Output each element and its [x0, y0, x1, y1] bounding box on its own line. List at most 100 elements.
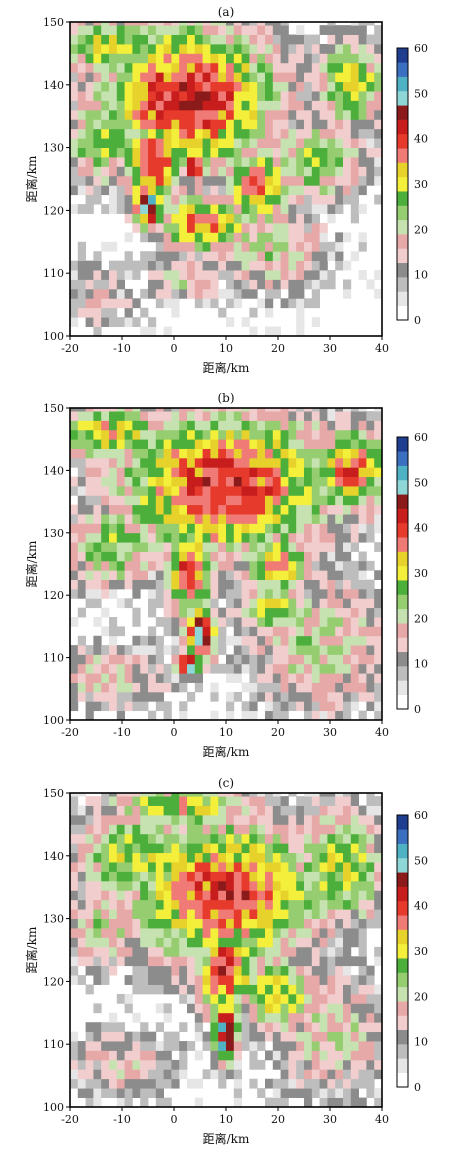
heatmap-cell	[148, 975, 157, 985]
heatmap-cell	[311, 805, 320, 816]
heatmap-cell	[187, 965, 196, 976]
heatmap-cell	[226, 965, 235, 976]
heatmap-cell	[265, 663, 274, 674]
heatmap-cell	[109, 880, 118, 891]
heatmap-cell	[265, 457, 274, 468]
heatmap-cell	[116, 843, 125, 854]
heatmap-cell	[288, 626, 297, 637]
heatmap-cell	[241, 1012, 250, 1023]
heatmap-cell	[296, 72, 305, 83]
heatmap-cell	[374, 899, 382, 910]
heatmap-cell	[311, 635, 320, 646]
heatmap-cell	[257, 439, 266, 449]
heatmap-cell	[249, 232, 258, 243]
heatmap-cell	[358, 495, 367, 506]
colorbar-tick-label: 20	[414, 990, 428, 1003]
heatmap-cell	[187, 448, 196, 459]
heatmap-cell	[218, 909, 227, 919]
heatmap-cell	[218, 43, 227, 54]
heatmap-cells	[70, 408, 382, 720]
heatmap-cell	[280, 918, 289, 929]
heatmap-cell	[280, 975, 289, 985]
heatmap-cell	[187, 213, 196, 224]
y-tick-label: 130	[43, 142, 64, 155]
heatmap-cell	[350, 654, 359, 665]
heatmap-cell	[374, 166, 382, 177]
heatmap-cell	[311, 1022, 320, 1033]
heatmap-cell	[109, 805, 118, 816]
heatmap-cell	[288, 673, 297, 683]
heatmap-cell	[132, 62, 141, 73]
heatmap-cell	[350, 467, 359, 478]
heatmap-cell	[311, 928, 320, 938]
heatmap-cell	[319, 984, 328, 995]
heatmap-cell	[202, 429, 211, 440]
heatmap-cell	[93, 570, 102, 580]
heatmap-cell	[257, 975, 266, 985]
heatmap-cell	[327, 486, 336, 496]
heatmap-cell	[179, 654, 188, 665]
heatmap-cell	[272, 25, 281, 35]
heatmap-cell	[358, 523, 367, 534]
heatmap-cell	[132, 1050, 141, 1061]
heatmap-cell	[304, 109, 313, 120]
heatmap-cell	[70, 946, 79, 957]
heatmap-cell	[124, 408, 133, 412]
heatmap-cell	[101, 918, 110, 929]
heatmap-cell	[210, 213, 219, 224]
heatmap-cell	[358, 551, 367, 562]
heatmap-cell	[319, 1012, 328, 1023]
heatmap-cell	[249, 495, 258, 506]
heatmap-cell	[179, 993, 188, 1004]
heatmap-cell	[296, 1059, 305, 1070]
heatmap-cell	[272, 232, 281, 243]
heatmap-cell	[179, 928, 188, 938]
heatmap-cell	[296, 317, 305, 327]
heatmap-cell	[296, 532, 305, 543]
heatmap-cell	[171, 25, 180, 35]
heatmap-cell	[343, 796, 352, 806]
heatmap-cell	[85, 194, 94, 205]
heatmap-cell	[319, 975, 328, 985]
heatmap-cell	[171, 862, 180, 872]
heatmap-cell	[311, 824, 320, 835]
heatmap-cell	[187, 793, 196, 797]
heatmap-cell	[187, 626, 196, 637]
heatmap-cell	[179, 532, 188, 543]
heatmap-cell	[93, 128, 102, 139]
colorbar-tick-label: 60	[414, 42, 428, 55]
heatmap-cell	[132, 476, 141, 487]
heatmap-cell	[335, 504, 344, 515]
heatmap-cell	[366, 467, 375, 478]
heatmap-cell	[179, 1050, 188, 1061]
heatmap-cell	[77, 909, 86, 919]
heatmap-cell	[171, 814, 180, 825]
y-tick-label: 100	[43, 1101, 64, 1114]
heatmap-cell	[101, 62, 110, 73]
heatmap-cell	[171, 890, 180, 901]
heatmap-cell	[288, 635, 297, 646]
heatmap-cell	[194, 937, 203, 948]
heatmap-cell	[140, 251, 149, 262]
heatmap-cell	[233, 429, 242, 440]
heatmap-cell	[311, 1059, 320, 1070]
heatmap-cell	[124, 1031, 133, 1042]
heatmap-cell	[77, 946, 86, 957]
heatmap-cell	[202, 793, 211, 797]
heatmap-cell	[226, 852, 235, 863]
heatmap-cell	[163, 476, 172, 487]
heatmap-cell	[335, 194, 344, 205]
heatmap-cell	[304, 833, 313, 844]
heatmap-cell	[374, 1097, 382, 1107]
heatmap-cell	[257, 551, 266, 562]
colorbar-swatch	[397, 651, 408, 667]
heatmap-cell	[93, 551, 102, 562]
heatmap-cell	[202, 100, 211, 111]
heatmap-cell	[311, 956, 320, 967]
heatmap-cell	[132, 965, 141, 976]
panel-a: (a)-20 -10 0 10 20 30 40100110120130140150距离/k…	[24, 5, 428, 375]
heatmap-cell	[350, 81, 359, 92]
heatmap-cell	[116, 298, 125, 309]
heatmap-cell	[124, 833, 133, 844]
heatmap-cell	[218, 899, 227, 910]
